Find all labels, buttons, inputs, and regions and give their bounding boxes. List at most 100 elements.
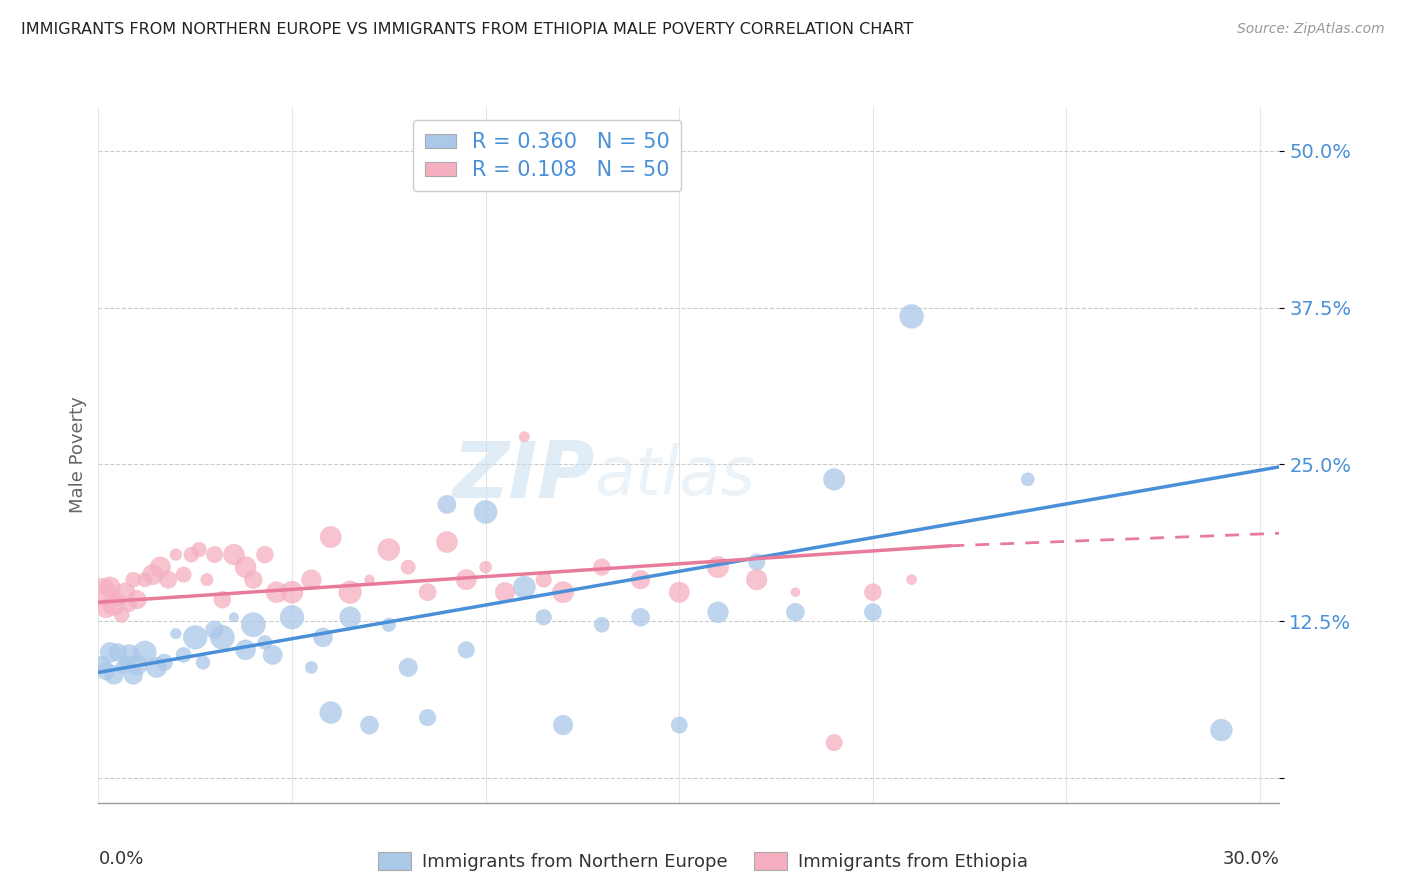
Point bbox=[862, 605, 884, 619]
Point bbox=[416, 710, 439, 724]
Point bbox=[436, 498, 458, 512]
Point bbox=[281, 585, 304, 599]
Point bbox=[114, 585, 136, 599]
Point bbox=[98, 580, 121, 594]
Point bbox=[191, 656, 214, 670]
Point bbox=[533, 610, 555, 624]
Point bbox=[118, 648, 141, 662]
Point bbox=[149, 560, 172, 574]
Point bbox=[668, 718, 690, 732]
Point bbox=[211, 592, 233, 607]
Point bbox=[312, 630, 335, 644]
Point bbox=[299, 660, 322, 674]
Point bbox=[474, 560, 496, 574]
Point bbox=[785, 585, 807, 599]
Point bbox=[134, 573, 156, 587]
Point bbox=[173, 648, 195, 662]
Y-axis label: Male Poverty: Male Poverty bbox=[69, 397, 87, 513]
Point bbox=[127, 592, 149, 607]
Point bbox=[630, 610, 652, 624]
Point bbox=[98, 645, 121, 659]
Point bbox=[396, 660, 419, 674]
Point bbox=[281, 610, 304, 624]
Point bbox=[180, 548, 202, 562]
Point bbox=[396, 560, 419, 574]
Point bbox=[111, 660, 134, 674]
Point bbox=[91, 585, 114, 599]
Point bbox=[900, 310, 922, 324]
Point bbox=[204, 548, 226, 562]
Point bbox=[96, 664, 118, 678]
Text: Source: ZipAtlas.com: Source: ZipAtlas.com bbox=[1237, 22, 1385, 37]
Point bbox=[103, 598, 125, 612]
Point bbox=[142, 567, 165, 582]
Point bbox=[900, 573, 922, 587]
Point bbox=[823, 472, 845, 486]
Point bbox=[235, 643, 257, 657]
Point bbox=[456, 643, 478, 657]
Point bbox=[1211, 723, 1233, 737]
Point bbox=[211, 630, 233, 644]
Point bbox=[266, 585, 288, 599]
Point bbox=[319, 530, 342, 544]
Point bbox=[591, 617, 613, 632]
Point bbox=[378, 542, 401, 557]
Point bbox=[91, 657, 114, 672]
Point bbox=[707, 560, 730, 574]
Legend: Immigrants from Northern Europe, Immigrants from Ethiopia: Immigrants from Northern Europe, Immigra… bbox=[371, 846, 1035, 879]
Point bbox=[103, 668, 125, 682]
Point bbox=[339, 610, 361, 624]
Point bbox=[359, 718, 381, 732]
Point bbox=[551, 718, 574, 732]
Point bbox=[242, 617, 264, 632]
Point bbox=[153, 656, 176, 670]
Legend: R = 0.360   N = 50, R = 0.108   N = 50: R = 0.360 N = 50, R = 0.108 N = 50 bbox=[413, 120, 681, 192]
Point bbox=[823, 736, 845, 750]
Point bbox=[319, 706, 342, 720]
Text: atlas: atlas bbox=[595, 442, 755, 508]
Point bbox=[436, 535, 458, 549]
Point bbox=[134, 645, 156, 659]
Point bbox=[195, 573, 218, 587]
Point bbox=[630, 573, 652, 587]
Point bbox=[253, 635, 276, 649]
Point bbox=[122, 573, 145, 587]
Point bbox=[513, 430, 536, 444]
Point bbox=[127, 657, 149, 672]
Point bbox=[165, 548, 187, 562]
Point bbox=[118, 598, 141, 612]
Text: ZIP: ZIP bbox=[453, 438, 595, 514]
Point bbox=[96, 601, 118, 615]
Point bbox=[339, 585, 361, 599]
Point bbox=[173, 567, 195, 582]
Point bbox=[107, 645, 129, 659]
Point bbox=[378, 617, 401, 632]
Point bbox=[551, 585, 574, 599]
Point bbox=[299, 573, 322, 587]
Point bbox=[222, 610, 245, 624]
Point bbox=[242, 573, 264, 587]
Point bbox=[359, 573, 381, 587]
Text: 0.0%: 0.0% bbox=[98, 850, 143, 869]
Point bbox=[235, 560, 257, 574]
Point bbox=[591, 560, 613, 574]
Point bbox=[107, 592, 129, 607]
Point bbox=[474, 505, 496, 519]
Point bbox=[111, 607, 134, 622]
Text: IMMIGRANTS FROM NORTHERN EUROPE VS IMMIGRANTS FROM ETHIOPIA MALE POVERTY CORRELA: IMMIGRANTS FROM NORTHERN EUROPE VS IMMIG… bbox=[21, 22, 914, 37]
Point bbox=[122, 668, 145, 682]
Point bbox=[1017, 472, 1039, 486]
Point bbox=[184, 630, 207, 644]
Point bbox=[533, 573, 555, 587]
Point bbox=[668, 585, 690, 599]
Point bbox=[204, 623, 226, 637]
Point bbox=[416, 585, 439, 599]
Point bbox=[456, 573, 478, 587]
Point bbox=[745, 573, 768, 587]
Point bbox=[513, 580, 536, 594]
Point bbox=[262, 648, 284, 662]
Point bbox=[157, 573, 180, 587]
Point bbox=[114, 656, 136, 670]
Point bbox=[494, 585, 516, 599]
Point bbox=[222, 548, 245, 562]
